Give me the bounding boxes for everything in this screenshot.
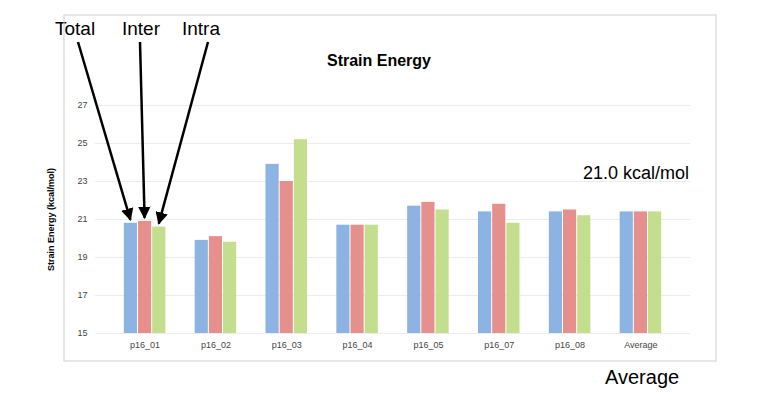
html-text:Total: Total [55,18,96,39]
html-text:Average: Average [605,366,680,388]
html-text:21.0 kcal/mol: 21.0 kcal/mol [583,163,690,183]
svg-text:27: 27 [77,100,87,110]
svg-text:21: 21 [77,214,87,224]
html-text:Intra: Intra [182,18,220,39]
svg-text:p16_08: p16_08 [555,340,585,350]
html-text:Inter: Inter [122,18,160,39]
svg-text:p16_05: p16_05 [413,340,443,350]
svg-text:23: 23 [77,176,87,186]
html-text:Strain Energy: Strain Energy [327,52,431,69]
svg-text:15: 15 [77,328,87,338]
svg-text:Strain Energy (kcal/mol): Strain Energy (kcal/mol) [46,168,56,271]
svg-text:p16_01: p16_01 [130,340,160,350]
svg-text:p16_07: p16_07 [484,340,514,350]
svg-text:p16_02: p16_02 [201,340,231,350]
svg-text:Average: Average [624,340,657,350]
svg-text:17: 17 [77,290,87,300]
svg-text:p16_03: p16_03 [272,340,302,350]
svg-text:p16_04: p16_04 [343,340,373,350]
svg-text:25: 25 [77,138,87,148]
svg-text:19: 19 [77,252,87,262]
